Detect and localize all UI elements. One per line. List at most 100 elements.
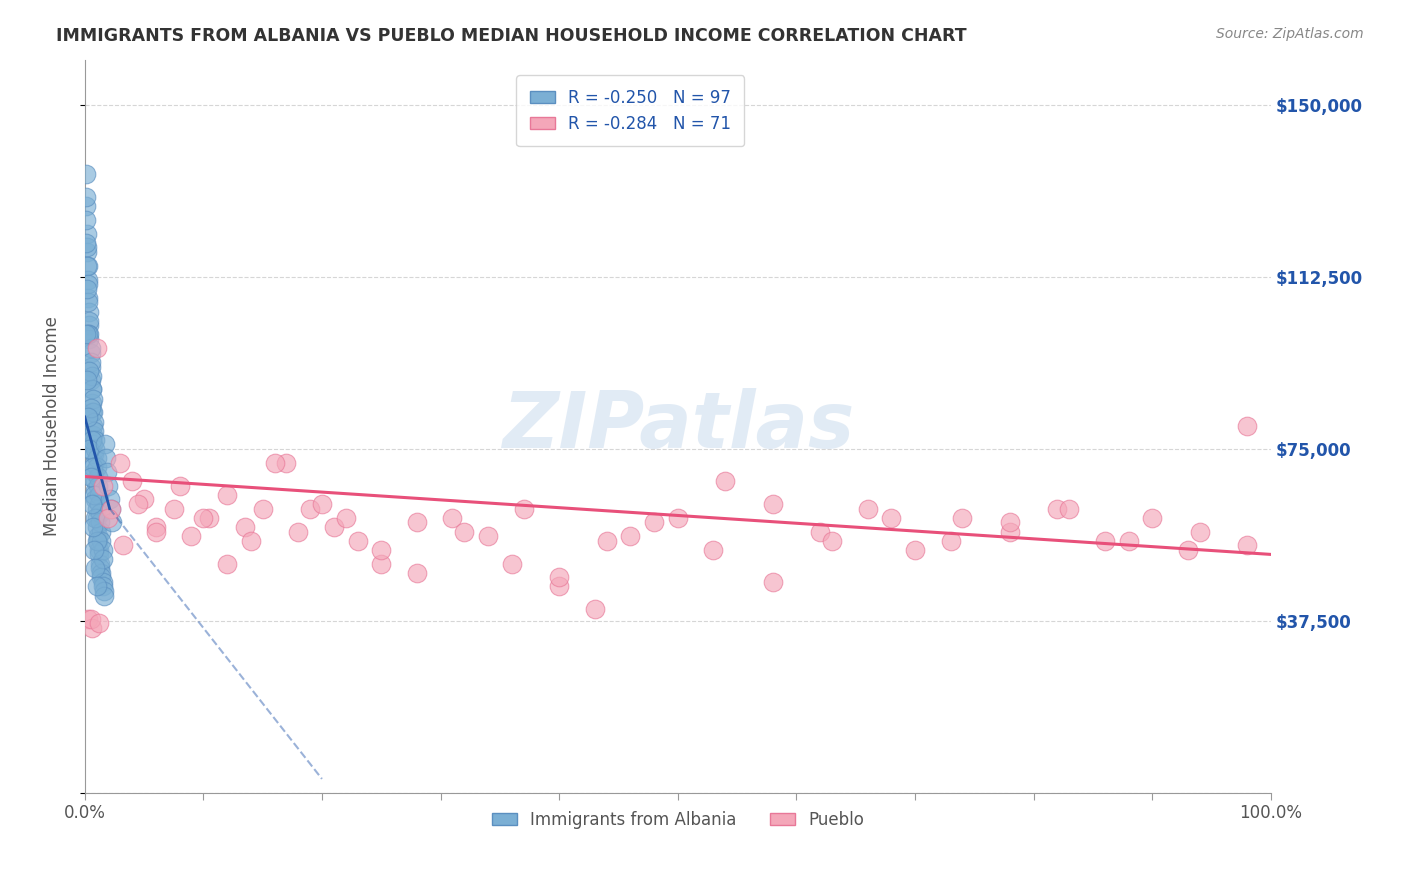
Point: [87, 497, 110, 511]
Point: [79, 355, 101, 369]
Point: [75, 167, 97, 181]
Point: [84, 433, 107, 447]
Point: [80, 396, 103, 410]
Point: [84, 561, 107, 575]
Point: [583, 602, 606, 616]
Point: [198, 510, 221, 524]
Point: [79, 469, 101, 483]
Point: [87, 533, 110, 548]
Point: [84, 442, 107, 456]
Point: [83, 542, 105, 557]
Point: [90, 566, 112, 580]
Point: [595, 533, 617, 548]
Point: [952, 510, 974, 524]
Point: [97, 510, 120, 524]
Point: [821, 533, 844, 548]
Point: [1118, 533, 1140, 548]
Point: [80, 433, 103, 447]
Point: [77, 277, 100, 291]
Y-axis label: Median Household Income: Median Household Income: [44, 316, 60, 536]
Point: [80, 368, 103, 383]
Point: [714, 474, 737, 488]
Point: [808, 524, 831, 539]
Point: [80, 383, 103, 397]
Point: [110, 456, 132, 470]
Point: [548, 570, 571, 584]
Point: [86, 533, 108, 548]
Point: [91, 542, 114, 557]
Point: [75, 235, 97, 250]
Legend: Immigrants from Albania, Pueblo: Immigrants from Albania, Pueblo: [485, 805, 870, 836]
Point: [86, 341, 108, 355]
Point: [79, 318, 101, 333]
Point: [217, 488, 239, 502]
Point: [82, 428, 104, 442]
Point: [83, 447, 105, 461]
Point: [239, 533, 262, 548]
Point: [477, 529, 499, 543]
Point: [87, 616, 110, 631]
Text: ZIPatlas: ZIPatlas: [502, 388, 853, 464]
Point: [335, 510, 357, 524]
Point: [77, 259, 100, 273]
Point: [93, 584, 115, 599]
Point: [856, 501, 879, 516]
Point: [276, 456, 298, 470]
Point: [87, 478, 110, 492]
Point: [998, 516, 1021, 530]
Point: [76, 240, 98, 254]
Point: [233, 520, 256, 534]
Point: [87, 548, 110, 562]
Point: [82, 419, 104, 434]
Point: [89, 506, 111, 520]
Point: [76, 282, 98, 296]
Point: [75, 190, 97, 204]
Point: [880, 510, 903, 524]
Point: [1236, 538, 1258, 552]
Point: [83, 456, 105, 470]
Point: [84, 510, 107, 524]
Point: [84, 483, 107, 498]
Point: [132, 492, 155, 507]
Point: [87, 529, 110, 543]
Point: [94, 437, 117, 451]
Point: [346, 533, 368, 548]
Point: [84, 474, 107, 488]
Point: [83, 415, 105, 429]
Point: [311, 497, 333, 511]
Point: [84, 492, 107, 507]
Point: [762, 574, 785, 589]
Point: [322, 520, 344, 534]
Point: [87, 488, 110, 502]
Point: [299, 501, 322, 516]
Point: [80, 405, 103, 419]
Point: [90, 533, 112, 548]
Point: [548, 579, 571, 593]
Point: [86, 520, 108, 534]
Point: [93, 589, 115, 603]
Point: [77, 327, 100, 342]
Point: [145, 524, 167, 539]
Point: [91, 579, 114, 593]
Point: [80, 621, 103, 635]
Point: [75, 327, 97, 342]
Point: [90, 570, 112, 584]
Point: [76, 227, 98, 241]
Point: [76, 373, 98, 387]
Point: [86, 579, 108, 593]
Point: [453, 524, 475, 539]
Point: [163, 501, 186, 516]
Point: [666, 510, 689, 524]
Point: [79, 341, 101, 355]
Point: [98, 492, 121, 507]
Point: [83, 488, 105, 502]
Point: [89, 561, 111, 575]
Point: [405, 516, 427, 530]
Text: IMMIGRANTS FROM ALBANIA VS PUEBLO MEDIAN HOUSEHOLD INCOME CORRELATION CHART: IMMIGRANTS FROM ALBANIA VS PUEBLO MEDIAN…: [56, 27, 967, 45]
Point: [75, 213, 97, 227]
Point: [1142, 510, 1164, 524]
Point: [441, 510, 464, 524]
Point: [79, 373, 101, 387]
Point: [101, 516, 124, 530]
Point: [83, 424, 105, 438]
